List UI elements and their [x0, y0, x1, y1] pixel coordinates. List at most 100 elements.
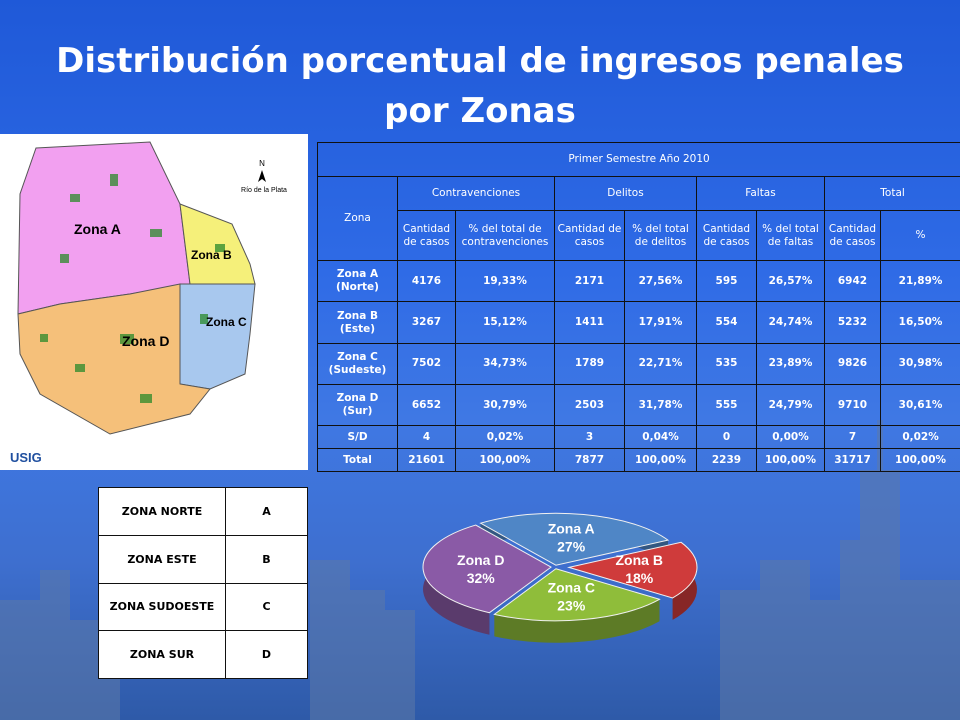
- pie-label-value: 18%: [625, 570, 654, 586]
- pie-slice-zona-a: [479, 512, 670, 566]
- zone-name: ZONA SUR: [98, 630, 226, 679]
- pie-label-value: 23%: [557, 598, 586, 614]
- pie-label-name: Zona D: [457, 552, 504, 568]
- table-cell: 27,56%: [624, 259, 697, 303]
- table-cell: 30,61%: [879, 384, 960, 427]
- table-cell: 15,12%: [455, 301, 555, 344]
- zone-code: B: [225, 534, 308, 584]
- table-cell: 2171: [554, 259, 625, 303]
- zone-code: A: [225, 487, 308, 536]
- table-cell: 4: [397, 425, 456, 450]
- pie-slice-zona-d: [422, 524, 552, 614]
- pie-label-name: Zona A: [548, 520, 595, 536]
- zone-name: ZONA ESTE: [98, 534, 226, 584]
- row-label: Zona B (Este): [317, 301, 398, 344]
- map-label-zona-a: Zona A: [74, 221, 121, 237]
- pie-label-value: 32%: [467, 570, 496, 586]
- zone-pie-chart: Zona A 27% Zona B 18% Zona C 23% Zona D 32%: [422, 512, 698, 643]
- table-cell: 554: [696, 301, 757, 344]
- map-label-zona-b: Zona B: [191, 248, 232, 262]
- usig-logo: USIG: [10, 450, 42, 465]
- zone-legend-row: ZONA SUR D: [98, 630, 308, 679]
- pie-slice-zona-b: [566, 541, 698, 599]
- city-zone-map: Zona A Zona B Zona C Zona D N Río de la …: [0, 134, 308, 470]
- zone-name: ZONA SUDOESTE: [98, 582, 226, 632]
- table-cell: 7502: [397, 342, 456, 386]
- table-cell: 17,91%: [624, 301, 697, 344]
- table-period-header: Primer Semestre Año 2010: [316, 142, 960, 177]
- table-cell: 22,71%: [624, 342, 697, 386]
- subheader-cell: % del total de faltas: [756, 210, 825, 261]
- table-cell: 21601: [397, 448, 456, 472]
- table-row: Zona D (Sur) 6652 30,79% 2503 31,78% 555…: [317, 384, 960, 427]
- table-cell: 34,73%: [455, 342, 555, 386]
- table-cell: 16,50%: [879, 301, 960, 344]
- table-cell: 595: [696, 259, 757, 303]
- pie-label-name: Zona C: [548, 580, 595, 596]
- map-label-zona-d: Zona D: [122, 333, 169, 349]
- zone-code: D: [225, 630, 308, 679]
- zone-name: ZONA NORTE: [98, 487, 226, 536]
- table-cell: 9710: [824, 384, 881, 427]
- table-cell: 5232: [824, 301, 881, 344]
- zone-legend-row: ZONA NORTE A: [98, 487, 308, 536]
- pie-label-name: Zona B: [616, 552, 663, 568]
- table-cell: 9826: [824, 342, 881, 386]
- pie-label-value: 27%: [557, 538, 586, 554]
- table-cell: 1789: [554, 342, 625, 386]
- row-label: Zona A (Norte): [317, 259, 398, 303]
- table-cell: 555: [696, 384, 757, 427]
- table-cell: 30,79%: [455, 384, 555, 427]
- subheader-cell: Cantidad de casos: [397, 210, 456, 261]
- table-cell: 30,98%: [879, 342, 960, 386]
- table-cell: 31717: [824, 448, 881, 472]
- table-cell: 4176: [397, 259, 456, 303]
- table-cell: 3: [554, 425, 625, 450]
- table-row-total: Total 21601 100,00% 7877 100,00% 2239 10…: [317, 448, 960, 472]
- table-cell: 21,89%: [879, 259, 960, 303]
- table-cell: 26,57%: [756, 259, 825, 303]
- table-cell: 0,00%: [756, 425, 825, 450]
- table-cell: 3267: [397, 301, 456, 344]
- row-label: S/D: [317, 425, 398, 450]
- river-label: Río de la Plata: [241, 187, 287, 194]
- map-label-zona-c: Zona C: [206, 315, 247, 329]
- table-cell: 535: [696, 342, 757, 386]
- map-zone-d: [17, 283, 211, 435]
- row-label: Total: [317, 448, 398, 472]
- table-row: Zona A (Norte) 4176 19,33% 2171 27,56% 5…: [317, 259, 960, 303]
- north-arrow-label: N: [259, 159, 265, 168]
- zone-code: C: [225, 582, 308, 632]
- table-cell: 0,02%: [455, 425, 555, 450]
- slide-title: Distribución porcentual de ingresos pena…: [56, 41, 904, 131]
- table-row: Zona B (Este) 3267 15,12% 1411 17,91% 55…: [317, 301, 960, 344]
- table-cell: 23,89%: [756, 342, 825, 386]
- table-cell: 100,00%: [624, 448, 697, 472]
- row-label: Zona C (Sudeste): [317, 342, 398, 386]
- group-header-faltas: Faltas: [696, 176, 825, 211]
- table-cell: 2239: [696, 448, 757, 472]
- table-row: Zona C (Sudeste) 7502 34,73% 1789 22,71%…: [317, 342, 960, 386]
- subheader-cell: % del total de delitos: [624, 210, 697, 261]
- table-row: S/D 4 0,02% 3 0,04% 0 0,00% 7 0,02%: [317, 425, 960, 450]
- table-cell: 1411: [554, 301, 625, 344]
- table-cell: 24,79%: [756, 384, 825, 427]
- subheader-cell: %: [879, 210, 960, 261]
- row-label: Zona D (Sur): [317, 384, 398, 427]
- subheader-cell: % del total de contravenciones: [455, 210, 555, 261]
- table-cell: 6942: [824, 259, 881, 303]
- table-cell: 7: [824, 425, 881, 450]
- table-cell: 6652: [397, 384, 456, 427]
- table-cell: 7877: [554, 448, 625, 472]
- subheader-cell: Cantidad de casos: [824, 210, 881, 261]
- subheader-cell: Cantidad de casos: [696, 210, 757, 261]
- table-cell: 0: [696, 425, 757, 450]
- table-cell: 100,00%: [879, 448, 960, 472]
- group-header-delitos: Delitos: [554, 176, 697, 211]
- table-cell: 0,04%: [624, 425, 697, 450]
- penal-data-table: Primer Semestre Año 2010 Zona Contravenc…: [316, 142, 960, 472]
- pie-slice-zona-c: [493, 568, 661, 622]
- group-header-total: Total: [823, 176, 960, 211]
- zone-legend-row: ZONA ESTE B: [98, 534, 308, 584]
